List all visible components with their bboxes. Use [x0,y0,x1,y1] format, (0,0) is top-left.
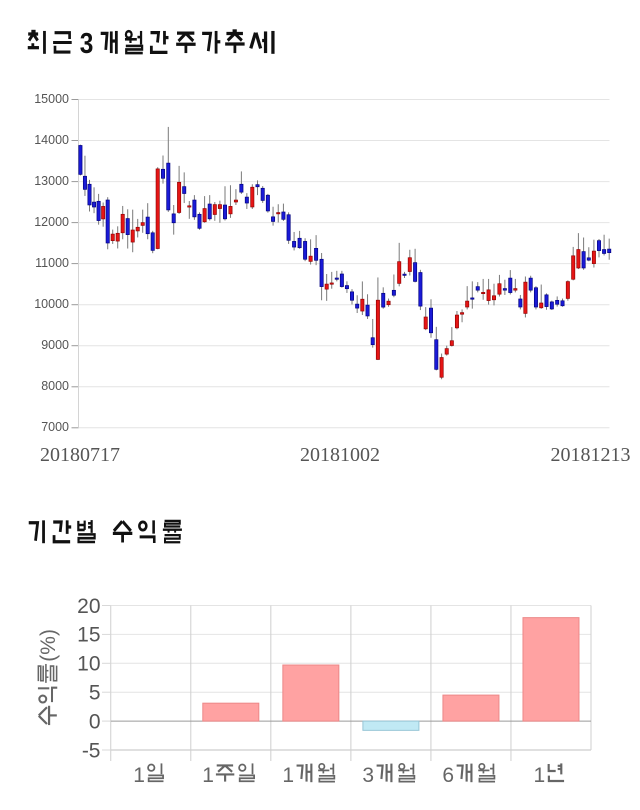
svg-text:1: 1 [202,764,214,787]
svg-text:10: 10 [77,653,100,676]
svg-text:1: 1 [534,764,546,787]
svg-text:9000: 9000 [41,338,69,352]
svg-text:0: 0 [89,710,101,733]
svg-text:1: 1 [282,764,294,787]
svg-text:3: 3 [362,764,374,787]
svg-text:1: 1 [133,764,145,787]
svg-text:20180717: 20180717 [40,444,120,466]
svg-text:20181213: 20181213 [551,444,631,466]
svg-text:11000: 11000 [35,256,69,270]
svg-text:20181002: 20181002 [300,444,380,466]
svg-text:(%): (%) [37,629,60,662]
svg-text:5: 5 [89,682,101,705]
svg-text:6: 6 [442,764,454,787]
svg-text:-5: -5 [82,739,101,762]
svg-text:10000: 10000 [34,297,69,311]
svg-text:15000: 15000 [34,92,69,106]
svg-text:14000: 14000 [34,133,69,147]
svg-text:8000: 8000 [41,379,69,393]
svg-text:3: 3 [80,28,94,60]
svg-text:7000: 7000 [41,420,69,434]
svg-text:20: 20 [77,595,100,618]
svg-text:13000: 13000 [34,174,69,188]
svg-text:12000: 12000 [34,215,69,229]
svg-text:15: 15 [77,624,100,647]
